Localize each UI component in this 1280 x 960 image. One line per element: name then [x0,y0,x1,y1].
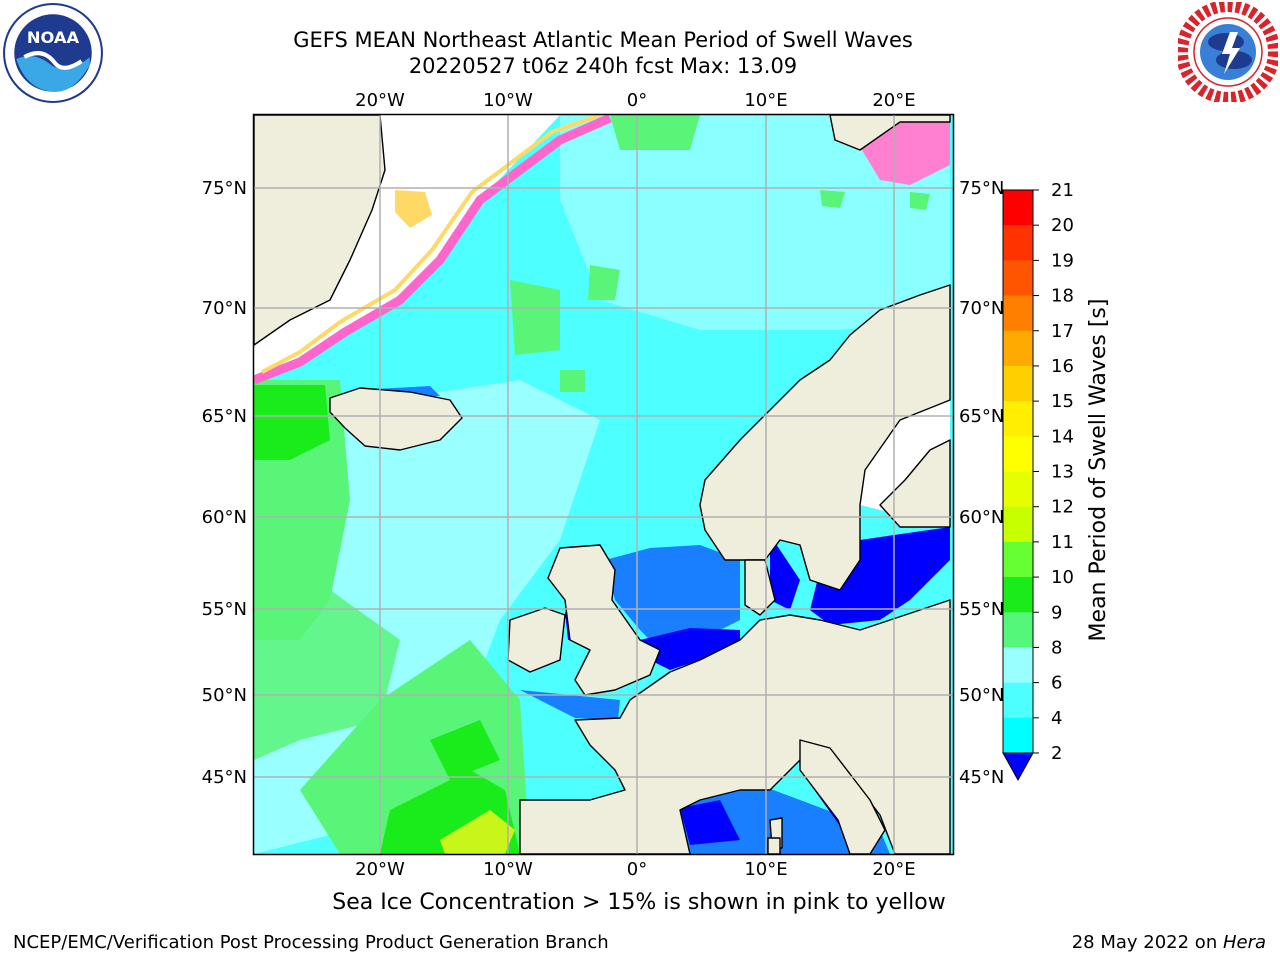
lat-label-left: 55°N [202,599,247,620]
colorbar-segment [1003,577,1033,613]
colorbar-tick-label: 11 [1051,532,1074,553]
map-gridlines [254,115,953,854]
greenland [254,115,386,346]
noaa-logo: NOAA [3,3,103,103]
colorbar-segment [1003,330,1033,367]
lon-label-bottom: 10°E [744,859,787,880]
chart-subtitle: 20220527 t06z 240h fcst Max: 13.09 [408,54,798,78]
sea-ice-note: Sea Ice Concentration > 15% is shown in … [332,890,946,915]
colorbar-segment [1003,717,1033,754]
colorbar-tick-label: 6 [1051,673,1062,694]
nws-logo [1178,2,1278,102]
colorbar-segment [1003,190,1033,226]
lon-labels-top: 20°W 10°W 0° 10°E 20°E [355,90,915,111]
land [254,115,951,854]
colorbar-segment [1003,471,1033,508]
colorbar-segment [1003,225,1033,261]
colorbar-segment [1003,647,1033,684]
lon-label-bottom: 20°W [355,859,405,880]
colorbar-tick-label: 16 [1051,356,1074,377]
italy [799,739,886,854]
lon-label-top: 20°W [355,90,405,111]
colorbar-tick-label: 10 [1051,567,1074,588]
lat-label-right: 70°N [959,298,1004,319]
sea-ice-spot [395,190,432,228]
colorbar-segment [1003,401,1033,437]
great-britain [547,544,661,696]
colorbar-tick-label: 15 [1051,391,1074,412]
chart-title: GEFS MEAN Northeast Atlantic Mean Period… [293,28,913,52]
colorbar-tick-label: 18 [1051,286,1074,307]
colorbar-segment [1003,506,1033,543]
colorbar-tick-label: 14 [1051,426,1074,447]
lat-label-right: 55°N [959,599,1004,620]
machine-name: Hera [1222,932,1266,953]
lat-label-right: 45°N [959,767,1004,788]
colorbar-segment [1003,436,1033,472]
colorbar-tick-label: 21 [1051,180,1074,201]
colorbar-tick-label: 4 [1051,708,1062,729]
colorbar-ticks: 21 20 19 18 17 16 15 14 13 12 11 10 9 8 6 4 2 [1033,180,1074,764]
lon-labels-bottom: 20°W 10°W 0° 10°E 20°E [355,859,915,880]
lat-label-left: 65°N [202,406,247,427]
lat-label-left: 50°N [202,685,247,706]
colorbar [1002,189,1034,782]
lat-label-left: 45°N [202,767,247,788]
lon-label-top: 10°W [483,90,533,111]
lon-label-bottom: 10°W [483,859,533,880]
colorbar-tick-label: 20 [1051,215,1074,236]
iceland [329,387,463,451]
colorbar-tick-label: 2 [1051,743,1062,764]
lat-labels-left: 75°N 70°N 65°N 60°N 55°N 50°N 45°N [202,178,247,788]
lat-label-right: 50°N [959,685,1004,706]
lat-labels-right: 75°N 70°N 65°N 60°N 55°N 50°N 45°N [959,178,1004,788]
colorbar-segment [1003,295,1033,332]
sea-ice-barents [862,118,950,185]
date-line: 28 May 2022 on Hera [1072,932,1266,953]
svalbard [829,115,951,151]
lat-label-right: 65°N [959,406,1004,427]
colorbar-segment [1003,260,1033,297]
lon-label-top: 0° [627,90,647,111]
scandinavia [699,284,951,591]
colorbar-tick-label: 17 [1051,321,1074,342]
sea-ice-edge [254,115,612,385]
colorbar-segment [1003,682,1033,719]
credit-line: NCEP/EMC/Verification Post Processing Pr… [13,932,609,953]
colorbar-tick-label: 12 [1051,497,1074,518]
lon-label-bottom: 0° [627,859,647,880]
sardinia [767,837,781,854]
lat-label-left: 60°N [202,507,247,528]
lat-label-left: 70°N [202,298,247,319]
date-text: 28 May 2022 on [1071,932,1223,953]
lon-label-top: 10°E [744,90,787,111]
lon-label-bottom: 20°E [872,859,915,880]
colorbar-tick-label: 13 [1051,462,1074,483]
colorbar-tick-label: 8 [1051,637,1062,658]
svg-text:NOAA: NOAA [27,28,80,47]
lon-label-top: 20°E [872,90,915,111]
colorbar-segment [1003,365,1033,402]
lat-label-right: 75°N [959,178,1004,199]
colorbar-tick-label: 9 [1051,602,1062,623]
sea-ice-edge-inner [261,115,601,374]
colorbar-tick-label: 19 [1051,250,1074,271]
map-frame [252,113,955,856]
yellow-green-swell-patch [440,810,515,854]
colorbar-label: Mean Period of Swell Waves [s] [1086,299,1111,642]
denmark [744,559,776,616]
colorbar-segment [1003,612,1033,648]
finland [879,439,951,528]
colorbar-segment [1003,541,1033,578]
colorbar-extension [1002,752,1034,782]
lat-label-left: 75°N [202,178,247,199]
map-plot-area [254,115,953,854]
lat-label-right: 60°N [959,507,1004,528]
